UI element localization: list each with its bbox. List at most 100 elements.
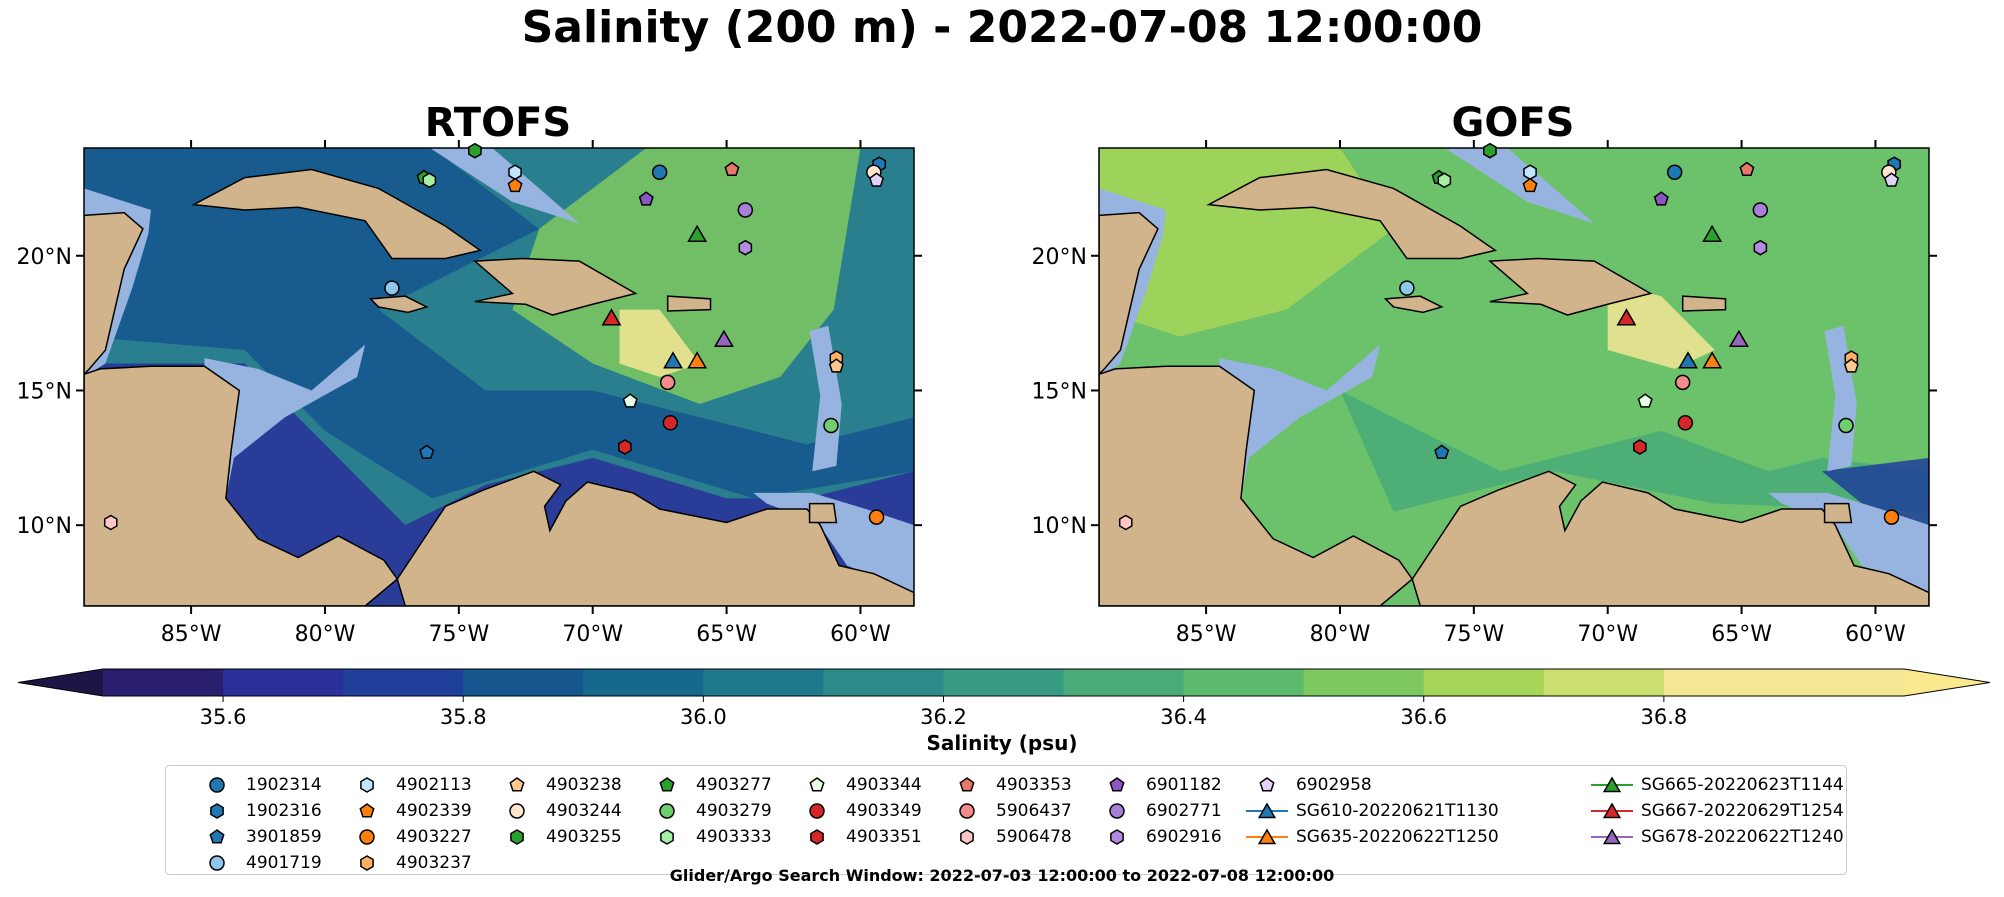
marker-gofs-4903227: [1883, 509, 1900, 525]
legend-label-SG635-20220622T1250: SG635-20220622T1250: [1296, 827, 1499, 847]
marker-rtofs-4902113: [508, 164, 522, 181]
land-cuba: [191, 168, 483, 260]
marker-gofs-4903279: [1838, 417, 1854, 434]
salinity-region-gofs-3: [1607, 282, 1715, 369]
land-jamaica: [1383, 295, 1444, 314]
colorbar-segment-13: [1663, 669, 1785, 696]
legend-swatch-4903237: [360, 855, 374, 871]
legend-label-4902339: 4902339: [396, 801, 472, 821]
legend-label-4903351: 4903351: [846, 827, 922, 847]
land-trinidad: [808, 502, 838, 524]
legend-swatch-1902316: [210, 803, 224, 819]
colorbar-segment-5: [703, 669, 824, 696]
legend-swatch-4903279: [659, 803, 675, 819]
salinity-region-rtofs-1: [84, 148, 914, 499]
colorbar-tick-label-3: 36.2: [920, 705, 967, 729]
colorbar-tick-label-0: 35.6: [200, 705, 247, 729]
marker-rtofs-5906478: [103, 514, 118, 531]
land-jamaica: [368, 295, 429, 314]
colorbar-segment-9: [1183, 669, 1305, 696]
marker-rtofs-4902339: [507, 177, 523, 193]
search-window-note: Glider/Argo Search Window: 2022-07-03 12…: [669, 866, 1335, 885]
land-hispaniola: [473, 257, 638, 316]
y-tick-label-rtofs-1: 15°N: [17, 379, 72, 404]
colorbar-segment-4: [583, 669, 704, 696]
x-tick-label-gofs-3: 70°W: [1577, 622, 1638, 647]
marker-gofs-4903344: [1637, 393, 1653, 408]
marker-rtofs-4903227: [868, 509, 885, 525]
marker-gofs-6901182: [1653, 191, 1669, 206]
legend-swatch-5906478: [960, 829, 974, 845]
legend-swatch-SG635-20220622T1250: [1246, 828, 1288, 845]
land-central-america: [84, 365, 399, 606]
marker-rtofs-6902958: [869, 172, 885, 187]
legend-label-SG678-20220622T1240: SG678-20220622T1240: [1641, 827, 1844, 847]
y-tick-label-rtofs-2: 20°N: [17, 245, 72, 270]
colorbar-tick-label-2: 36.0: [680, 705, 727, 729]
map-frame-gofs: [1098, 147, 1930, 607]
colorbar-extend-over: [1904, 669, 1990, 696]
x-tick-label-gofs-0: 85°W: [1176, 622, 1237, 647]
colorbar-segment-3: [463, 669, 584, 696]
marker-rtofs-SG635-20220622T1250: [687, 351, 708, 369]
colorbar-segment-1: [223, 669, 344, 696]
x-tick-label-rtofs-2: 75°W: [428, 622, 489, 647]
land-puerto-rico: [1681, 295, 1727, 312]
legend-label-6902916: 6902916: [1146, 827, 1222, 847]
colorbar-segment-2: [343, 669, 464, 696]
colorbar-extend-under: [18, 669, 103, 696]
map-frame-rtofs: [83, 147, 915, 607]
marker-rtofs-SG667-20220629T1254: [601, 308, 622, 326]
marker-gofs-4901719: [1399, 280, 1415, 296]
legend-swatch-4902113: [360, 777, 374, 793]
y-tick-label-gofs-0: 10°N: [1032, 514, 1087, 539]
marker-gofs-4903353: [1739, 161, 1755, 176]
legend-swatch-6902771: [1109, 803, 1125, 819]
marker-rtofs-4903238: [828, 358, 844, 373]
legend-swatch-4903238: [509, 777, 525, 792]
y-tick-label-gofs-2: 20°N: [1032, 245, 1087, 270]
legend-label-SG610-20220621T1130: SG610-20220621T1130: [1296, 801, 1499, 821]
colorbar-label: Salinity (psu): [926, 731, 1078, 755]
shelf-nicaragua-rise: [204, 344, 366, 499]
marker-rtofs-SG610-20220621T1130: [663, 351, 684, 369]
legend-label-6902958: 6902958: [1296, 775, 1372, 795]
legend-swatch-4901719: [209, 855, 225, 871]
colorbar-segment-14: [1783, 669, 1905, 696]
colorbar-segment-6: [823, 669, 944, 696]
marker-gofs-1902314: [1666, 164, 1683, 180]
x-tick-label-rtofs-3: 70°W: [562, 622, 623, 647]
shelf-bahamas-bank: [430, 148, 580, 224]
legend-label-6902771: 6902771: [1146, 801, 1222, 821]
marker-gofs-SG635-20220622T1250: [1702, 351, 1723, 369]
y-tick-label-rtofs-0: 10°N: [17, 514, 72, 539]
marker-gofs-6902771: [1752, 202, 1769, 218]
legend-swatch-SG665-20220623T1144: [1591, 776, 1633, 793]
legend-label-4903244: 4903244: [546, 801, 622, 821]
legend-label-4903279: 4903279: [696, 801, 772, 821]
marker-rtofs-4903351: [618, 439, 632, 455]
legend-label-4903333: 4903333: [696, 827, 772, 847]
x-tick-label-rtofs-5: 60°W: [830, 622, 891, 647]
marker-rtofs-SG665-20220623T1144: [687, 224, 708, 242]
legend-label-4903255: 4903255: [546, 827, 622, 847]
x-tick-label-gofs-1: 80°W: [1310, 622, 1371, 647]
legend-swatch-SG610-20220621T1130: [1246, 802, 1288, 819]
legend-swatch-4903277: [659, 777, 675, 792]
legend: 1902314 1902316 3901859 4901719 4902113 49023…: [165, 765, 1847, 875]
colorbar-tick-label-6: 36.8: [1640, 705, 1687, 729]
marker-rtofs-6902771: [737, 202, 754, 218]
legend-label-4903238: 4903238: [546, 775, 622, 795]
x-tick-label-rtofs-1: 80°W: [295, 622, 356, 647]
legend-label-4903353: 4903353: [996, 775, 1072, 795]
legend-swatch-4903333: [660, 829, 674, 845]
legend-swatch-4903255: [510, 829, 524, 845]
legend-label-1902316: 1902316: [246, 801, 322, 821]
panel-title-gofs: GOFS: [1451, 100, 1575, 146]
y-tick-label-gofs-1: 15°N: [1032, 379, 1087, 404]
colorbar-segment-12: [1543, 669, 1665, 696]
colorbar-tick-label-4: 36.4: [1160, 705, 1207, 729]
legend-label-4903227: 4903227: [396, 827, 472, 847]
marker-gofs-5906437: [1674, 374, 1691, 391]
